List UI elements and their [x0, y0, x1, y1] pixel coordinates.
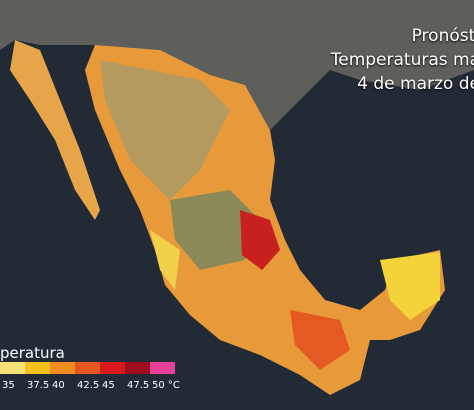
- coast-warm: [150, 230, 180, 290]
- legend-label: 40: [52, 380, 65, 391]
- legend-swatch: [125, 362, 150, 374]
- north-plateau: [100, 60, 230, 200]
- legend-label: 35: [2, 380, 15, 391]
- legend-swatch: [75, 362, 100, 374]
- north-land: [0, 0, 474, 130]
- legend-label: 47.5: [127, 380, 150, 391]
- legend-swatch: [150, 362, 175, 374]
- legend-bar: [0, 362, 175, 374]
- hot-zone: [240, 210, 280, 270]
- title-line: Pronósti: [411, 26, 474, 46]
- legend-swatch: [50, 362, 75, 374]
- legend-title: peratura: [0, 344, 65, 362]
- title-line: 4 de marzo de: [357, 74, 474, 94]
- legend-swatch: [25, 362, 50, 374]
- baja-california: [10, 40, 100, 220]
- legend-swatch: [0, 362, 25, 374]
- legend-label: 50 °C: [152, 380, 180, 391]
- highlands: [170, 190, 260, 270]
- legend-label: 42.5: [77, 380, 100, 391]
- title-line: Temperaturas má: [330, 50, 474, 70]
- legend-label: 45: [102, 380, 115, 391]
- yucatan-warm: [380, 252, 440, 320]
- legend-swatch: [100, 362, 125, 374]
- south-hot: [290, 310, 350, 370]
- legend-label: 37.5: [27, 380, 50, 391]
